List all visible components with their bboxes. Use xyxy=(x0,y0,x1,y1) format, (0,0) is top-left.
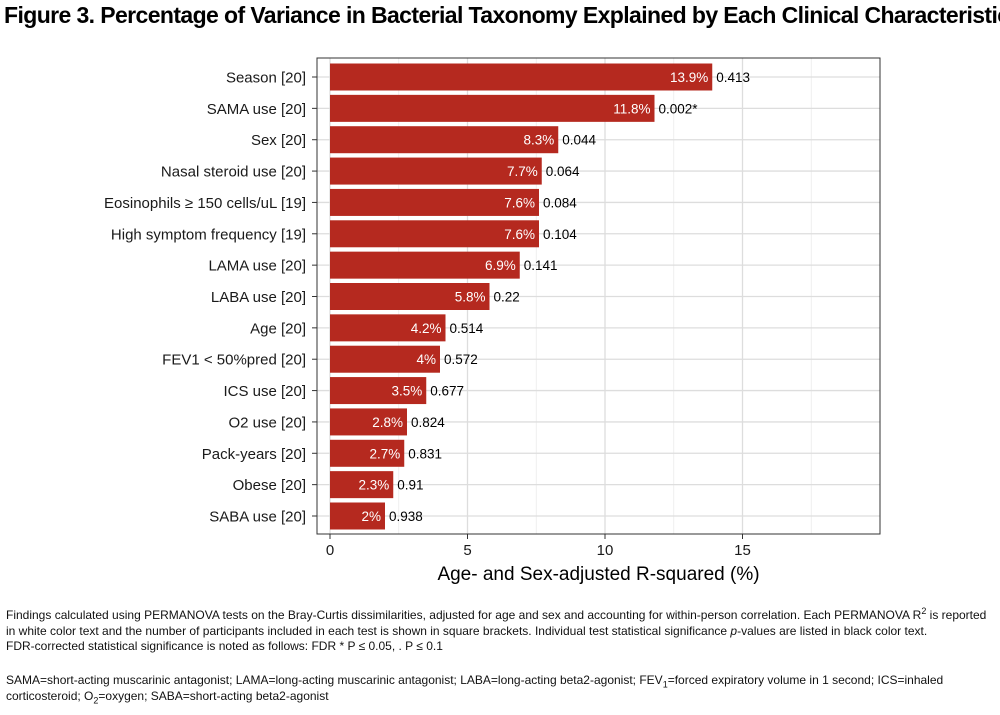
p-value-label: 0.91 xyxy=(397,478,423,493)
notes-text: is reported in white color text and the … xyxy=(6,608,987,638)
bar xyxy=(330,439,405,467)
x-axis-title: Age- and Sex-adjusted R-squared (%) xyxy=(437,564,759,585)
bar-value-label: 4% xyxy=(416,352,436,367)
bar-value-label: 2.3% xyxy=(358,478,389,493)
p-value-label: 0.141 xyxy=(524,258,558,273)
notes-superscript: 2 xyxy=(921,606,927,616)
bar xyxy=(330,63,713,91)
p-value-labels: 0.413 0.002* 0.044 0.064 0.084 0.104 0.141 0.22… xyxy=(389,70,750,524)
bar xyxy=(330,471,394,499)
bar xyxy=(330,188,539,216)
notes-subscript: 2 xyxy=(93,694,99,705)
x-tick-label: 0 xyxy=(326,542,334,559)
y-tick-label: LAMA use [20] xyxy=(208,258,306,275)
y-tick-label: Season [20] xyxy=(226,70,306,87)
p-value-label: 0.044 xyxy=(562,133,596,148)
bar xyxy=(330,314,446,342)
notes-subscript: 1 xyxy=(662,679,668,690)
p-value-label: 0.084 xyxy=(543,195,577,210)
bar-value-label: 5.8% xyxy=(455,290,486,305)
p-value-label: 0.002* xyxy=(659,101,699,116)
bar xyxy=(330,251,520,279)
bars xyxy=(330,63,713,530)
notes-paragraph-1: Findings calculated using PERMANOVA test… xyxy=(6,606,991,639)
bar-value-labels: 13.9% 11.8% 8.3% 7.7% 7.6% 7.6% 6.9% 5.8% 4.2% 4%… xyxy=(358,70,708,524)
y-tick-label: Obese [20] xyxy=(233,477,306,494)
bar xyxy=(330,502,385,530)
bar-value-label: 4.2% xyxy=(411,321,442,336)
p-value-label: 0.831 xyxy=(408,446,442,461)
p-value-label: 0.104 xyxy=(543,227,577,242)
x-tick-label: 10 xyxy=(597,542,614,559)
y-tick-label: Sex [20] xyxy=(251,132,306,149)
bar-value-label: 6.9% xyxy=(485,258,516,273)
bar xyxy=(330,377,427,405)
y-tick-label: LABA use [20] xyxy=(211,289,306,306)
x-axis: 0 5 10 15 xyxy=(326,534,751,559)
bar xyxy=(330,345,440,373)
bar-value-label: 7.6% xyxy=(504,227,535,242)
bar xyxy=(330,220,539,248)
bar-value-label: 7.6% xyxy=(504,195,535,210)
y-tick-label: ICS use [20] xyxy=(223,383,306,400)
notes-text: =oxygen; SABA=short-acting beta2-agonist xyxy=(98,688,329,703)
abbreviations: SAMA=short-acting muscarinic antagonist;… xyxy=(6,673,991,704)
bar-chart: 13.9% 11.8% 8.3% 7.7% 7.6% 7.6% 6.9% 5.8% 4.2% 4%… xyxy=(104,57,881,585)
panel-border xyxy=(316,57,881,535)
y-tick-label: Nasal steroid use [20] xyxy=(161,164,306,181)
bar-value-label: 7.7% xyxy=(507,164,538,179)
bar-value-label: 2.8% xyxy=(372,415,403,430)
bar-value-label: 2% xyxy=(361,509,381,524)
y-axis: Season [20] SAMA use [20] Sex [20] Nasal st… xyxy=(104,70,317,526)
notes-text: -values are listed in black color text. xyxy=(737,623,928,638)
p-value-label: 0.064 xyxy=(546,164,580,179)
y-tick-label: O2 use [20] xyxy=(228,414,306,431)
bar xyxy=(330,283,490,310)
y-tick-label: SABA use [20] xyxy=(209,509,306,526)
p-value-label: 0.22 xyxy=(494,290,520,305)
notes-text: =forced expiratory volume in 1 second; I… xyxy=(6,673,944,703)
y-tick-label: Age [20] xyxy=(250,320,306,337)
p-value-label: 0.413 xyxy=(716,70,750,85)
p-value-label: 0.514 xyxy=(450,321,484,336)
y-tick-label: FEV1 < 50%pred [20] xyxy=(162,352,306,369)
bar-value-label: 2.7% xyxy=(369,446,400,461)
bar xyxy=(330,157,542,185)
bar-value-label: 13.9% xyxy=(670,70,708,85)
p-value-label: 0.824 xyxy=(411,415,445,430)
notes-fdr-line: FDR-corrected statistical significance i… xyxy=(6,639,443,653)
bar xyxy=(330,126,559,154)
y-tick-label: Pack-years [20] xyxy=(202,446,306,463)
bar xyxy=(330,408,407,436)
p-value-label: 0.572 xyxy=(444,352,478,367)
notes-italic: p xyxy=(730,623,738,638)
abbreviations-paragraph: SAMA=short-acting muscarinic antagonist;… xyxy=(6,673,991,704)
y-tick-label: High symptom frequency [19] xyxy=(111,226,306,243)
p-value-label: 0.938 xyxy=(389,509,423,524)
figure-notes: Findings calculated using PERMANOVA test… xyxy=(6,606,991,655)
y-tick-label: Eosinophils ≥ 150 cells/uL [19] xyxy=(104,195,306,212)
p-value-label: 0.677 xyxy=(430,384,464,399)
bar-value-label: 11.8% xyxy=(613,101,650,116)
figure-title: Figure 3. Percentage of Variance in Bact… xyxy=(4,2,1000,28)
notes-text: SAMA=short-acting muscarinic antagonist;… xyxy=(6,673,663,687)
bar-value-label: 8.3% xyxy=(523,133,554,148)
x-tick-label: 15 xyxy=(734,542,751,559)
y-tick-label: SAMA use [20] xyxy=(207,101,306,118)
x-tick-label: 5 xyxy=(463,542,471,559)
notes-text: Findings calculated using PERMANOVA test… xyxy=(6,608,922,622)
bar xyxy=(330,94,655,122)
bar-value-label: 3.5% xyxy=(391,384,422,399)
